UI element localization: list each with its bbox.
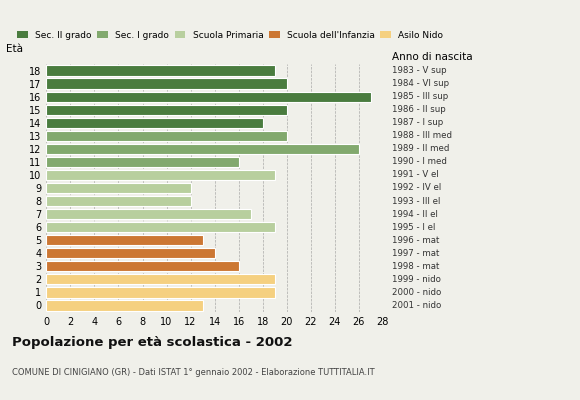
- Text: 1994 - II el: 1994 - II el: [392, 210, 437, 219]
- Bar: [46, 92, 371, 102]
- Bar: [46, 248, 215, 258]
- Text: 1985 - III sup: 1985 - III sup: [392, 92, 448, 101]
- Text: 1991 - V el: 1991 - V el: [392, 170, 438, 180]
- Text: 1996 - mat: 1996 - mat: [392, 236, 439, 245]
- Text: 1999 - nido: 1999 - nido: [392, 275, 440, 284]
- Bar: [46, 235, 202, 245]
- Text: 2001 - nido: 2001 - nido: [392, 301, 441, 310]
- Text: 1993 - III el: 1993 - III el: [392, 196, 440, 206]
- Bar: [46, 66, 275, 76]
- Text: 1988 - III med: 1988 - III med: [392, 131, 451, 140]
- Bar: [46, 209, 251, 219]
- Bar: [46, 104, 287, 115]
- Text: 2000 - nido: 2000 - nido: [392, 288, 441, 297]
- Text: 1984 - VI sup: 1984 - VI sup: [392, 79, 448, 88]
- Bar: [46, 118, 263, 128]
- Bar: [46, 144, 359, 154]
- Bar: [46, 183, 191, 193]
- Text: COMUNE DI CINIGIANO (GR) - Dati ISTAT 1° gennaio 2002 - Elaborazione TUTTITALIA.: COMUNE DI CINIGIANO (GR) - Dati ISTAT 1°…: [12, 368, 374, 377]
- Text: 1995 - I el: 1995 - I el: [392, 223, 435, 232]
- Bar: [46, 196, 191, 206]
- Bar: [46, 170, 275, 180]
- Text: 1997 - mat: 1997 - mat: [392, 249, 439, 258]
- Text: 1998 - mat: 1998 - mat: [392, 262, 439, 271]
- Bar: [46, 222, 275, 232]
- Bar: [46, 274, 275, 284]
- Bar: [46, 78, 287, 89]
- Text: 1987 - I sup: 1987 - I sup: [392, 118, 443, 127]
- Text: Età: Età: [6, 44, 23, 54]
- Bar: [46, 261, 238, 272]
- Text: Popolazione per età scolastica - 2002: Popolazione per età scolastica - 2002: [12, 336, 292, 349]
- Legend: Sec. II grado, Sec. I grado, Scuola Primaria, Scuola dell'Infanzia, Asilo Nido: Sec. II grado, Sec. I grado, Scuola Prim…: [17, 31, 443, 40]
- Bar: [46, 300, 202, 310]
- Text: 1986 - II sup: 1986 - II sup: [392, 105, 445, 114]
- Text: 1990 - I med: 1990 - I med: [392, 157, 447, 166]
- Text: 1989 - II med: 1989 - II med: [392, 144, 449, 153]
- Text: Anno di nascita: Anno di nascita: [392, 52, 472, 62]
- Text: 1983 - V sup: 1983 - V sup: [392, 66, 446, 75]
- Bar: [46, 157, 238, 167]
- Bar: [46, 131, 287, 141]
- Bar: [46, 287, 275, 298]
- Text: 1992 - IV el: 1992 - IV el: [392, 184, 441, 192]
